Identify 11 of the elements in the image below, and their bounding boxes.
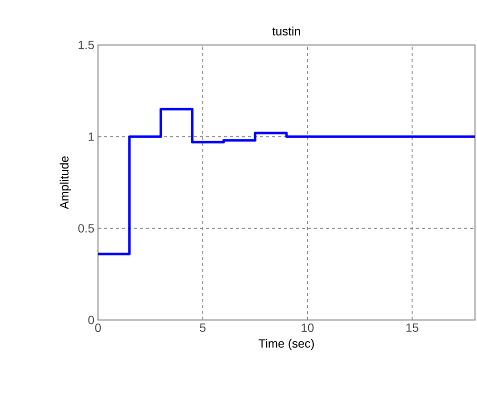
y-tick-label: 1.5 (78, 40, 94, 50)
y-tick-label: 1 (88, 132, 94, 141)
y-tick-label: 0.5 (78, 224, 94, 233)
x-tick-label: 15 (406, 324, 418, 332)
chart-title: tustin (272, 26, 300, 36)
y-axis-title: Amplitude (60, 156, 71, 210)
y-tick-label: 0 (88, 316, 94, 324)
x-axis-title: Time (sec) (258, 338, 314, 350)
x-tick-label: 0 (95, 324, 101, 332)
x-tick-label: 5 (200, 324, 206, 332)
x-tick-label: 10 (302, 324, 314, 332)
